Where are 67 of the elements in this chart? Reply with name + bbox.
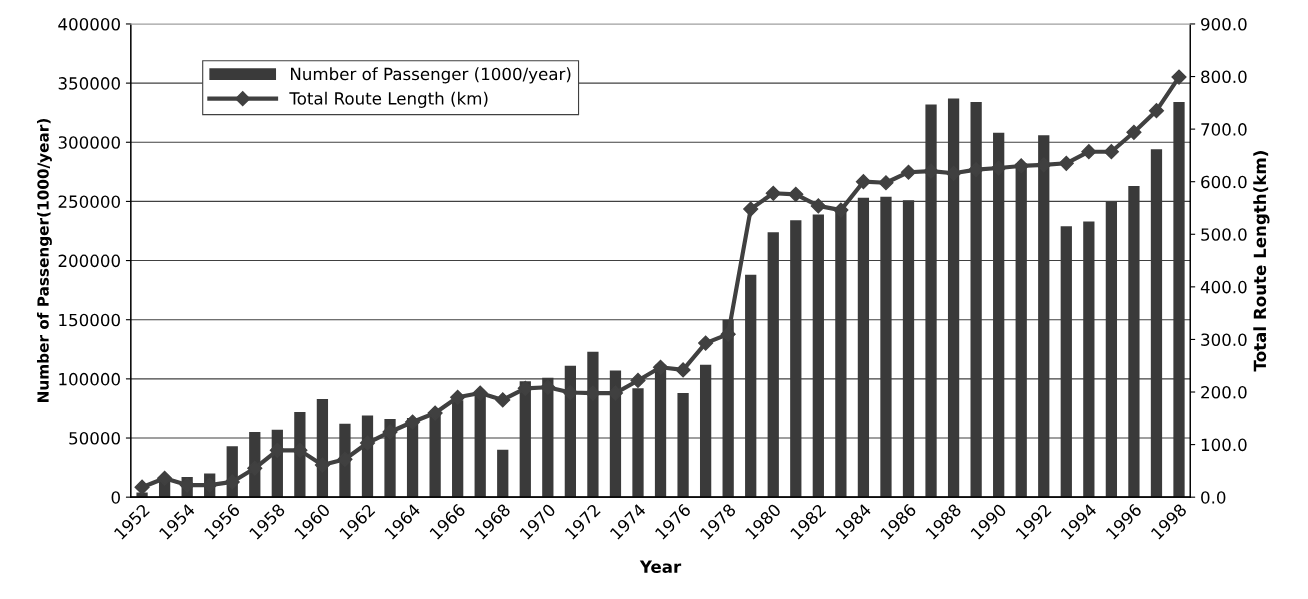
point [247,460,263,476]
y-tick-label: 400000 [58,17,120,31]
point [698,335,714,351]
y-axis-title: Number of Passenger(1000/year) [36,118,52,403]
y-tick-label: 50000 [69,431,120,445]
point [179,477,195,493]
point [405,414,421,430]
legend-label: Number of Passenger (1000/year) [291,67,571,84]
point [788,186,804,202]
y-tick-label: 0 [111,491,120,504]
point [833,202,849,218]
point [878,175,894,191]
point [1036,157,1052,173]
point [991,160,1007,176]
y2-tick-label: 600.0 [1201,175,1247,189]
point [652,359,669,375]
point [607,385,624,401]
point [292,442,308,458]
y2-tick-label: 900.0 [1201,17,1247,31]
point [269,442,285,458]
point [562,384,578,401]
point [743,201,759,217]
y2-tick-label: 200.0 [1201,385,1247,399]
point [946,165,962,181]
point [450,389,466,405]
y2-tick-label: 800.0 [1201,70,1247,84]
point [900,164,917,180]
point [382,424,398,440]
point [495,392,511,408]
point [1171,69,1187,85]
point [675,362,691,378]
y-tick-label: 100000 [59,372,120,386]
y-tick-label: 150000 [59,313,120,327]
bar [497,449,509,498]
point [472,385,488,401]
legend-label: Total Route Length (km) [289,91,488,108]
point [1013,158,1029,174]
y2-tick-label: 400.0 [1200,280,1247,294]
y2-tick-label: 0.0 [1201,491,1226,504]
point [585,385,601,401]
point [1126,124,1142,140]
point [923,163,939,179]
point [134,479,150,495]
y-tick-label: 250000 [58,195,120,208]
y-tick-label: 350000 [58,77,120,90]
point [1103,144,1119,160]
point [359,435,376,451]
point [630,372,646,389]
y2-tick-label: 700.0 [1201,123,1247,136]
point [314,457,330,473]
y-tick-label: 200000 [58,254,120,268]
y2-tick-label: 500.0 [1201,228,1247,241]
point [765,185,781,201]
point [427,405,443,421]
x-axis-title: Year [639,560,682,573]
point [1058,155,1074,171]
point [224,474,240,490]
point [855,174,871,190]
y2-tick-label: 100.0 [1201,438,1247,452]
y2-axis-title: Total Route Length(km) [1253,151,1270,372]
point [1081,144,1097,160]
y2-tick-label: 300.0 [1201,333,1247,346]
point [1148,103,1165,119]
point [517,380,533,396]
y-tick-label: 300000 [58,136,120,149]
point [810,198,826,214]
point [157,470,173,486]
